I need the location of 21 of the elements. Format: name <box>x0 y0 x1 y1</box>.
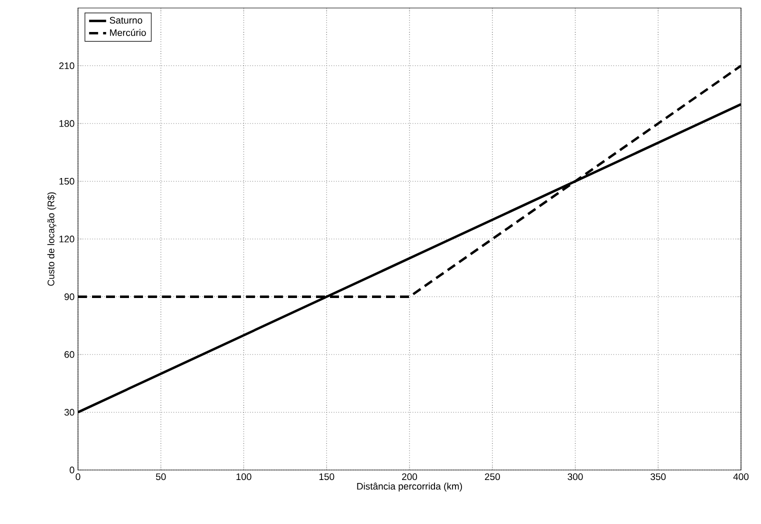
y-tick-label: 120 <box>60 236 74 242</box>
y-tick-label: 60 <box>64 351 74 358</box>
x-tick-label: 350 <box>650 473 666 480</box>
y-tick-label: 180 <box>60 120 74 127</box>
x-tick-label: 300 <box>568 473 583 480</box>
x-tick-label: 250 <box>484 473 500 480</box>
x-tick-label: 50 <box>156 473 166 480</box>
legend-label: Mercúrio <box>110 28 146 36</box>
x-tick-label: 200 <box>402 473 418 480</box>
y-tick-label: 90 <box>64 293 74 300</box>
y-tick-label: 210 <box>59 62 74 70</box>
x-tick-label: 150 <box>319 473 334 480</box>
x-tick-label: 0 <box>76 473 80 480</box>
x-tick-label: 100 <box>236 473 252 480</box>
y-tick-label: 0 <box>70 466 74 474</box>
x-tick-label: 400 <box>733 473 749 480</box>
y-axis-title: Custo de locação (R$) <box>47 192 56 286</box>
y-tick-label: 30 <box>64 408 74 416</box>
y-tick-label: 150 <box>60 178 74 185</box>
x-axis-title: Distância percorrida (km) <box>357 482 462 492</box>
legend-label: Saturno <box>110 16 142 24</box>
